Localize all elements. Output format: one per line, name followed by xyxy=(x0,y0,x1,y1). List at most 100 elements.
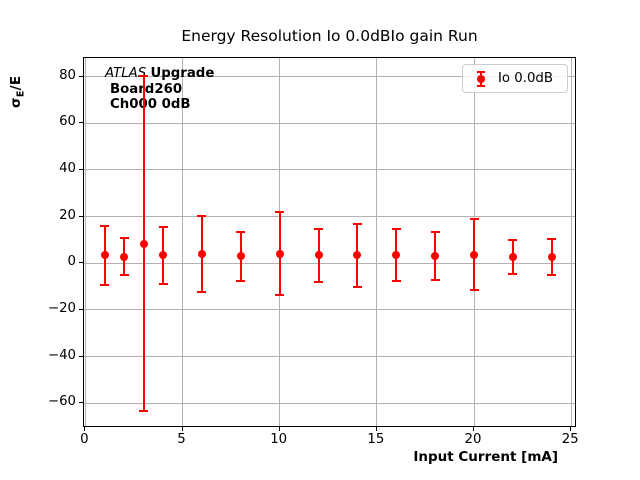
data-point-marker xyxy=(353,251,362,260)
annotation-line-2: Board260 xyxy=(110,81,183,97)
annotation-atlas: ATLAS xyxy=(105,66,147,81)
errorbar-top-cap xyxy=(100,225,110,228)
gridline-horizontal xyxy=(84,309,575,311)
data-point-marker xyxy=(100,251,109,260)
y-tick-label: 0 xyxy=(67,254,76,270)
gridline-vertical xyxy=(84,58,86,426)
gridline-horizontal xyxy=(84,216,575,218)
y-tick-label: −40 xyxy=(47,347,76,363)
x-tick-label: 10 xyxy=(270,432,288,447)
data-point-marker xyxy=(236,252,245,261)
errorbar-dot xyxy=(477,74,485,83)
data-point-marker xyxy=(159,251,168,260)
ylabel-rest: /E xyxy=(8,75,24,91)
gridline-horizontal xyxy=(84,402,575,404)
errorbar-bottom-cap xyxy=(119,274,129,277)
errorbar-top-cap xyxy=(391,228,401,231)
gridline-horizontal xyxy=(84,122,575,124)
data-point-marker xyxy=(547,252,556,261)
errorbar-top-cap xyxy=(508,238,518,241)
y-tick-label: 40 xyxy=(59,160,76,176)
data-point-marker xyxy=(470,250,478,259)
data-point-marker xyxy=(314,251,323,260)
errorbar-top-cap xyxy=(119,237,129,240)
errorbar-top-cap xyxy=(352,223,362,226)
errorbar-marker-icon xyxy=(476,70,486,87)
ylabel-subscript: E xyxy=(15,90,27,98)
errorbar-bottom-cap xyxy=(391,280,401,283)
annotation-upgrade: Upgrade xyxy=(150,66,215,81)
errorbar-bottom-cap xyxy=(477,84,485,87)
errorbar-bottom-cap xyxy=(469,289,479,292)
errorbar-top-cap xyxy=(275,210,285,213)
errorbar-bottom-cap xyxy=(508,273,518,276)
y-tick-mark xyxy=(79,75,83,77)
x-tick-mark xyxy=(375,427,377,431)
annotation-line-1: ATLAS Upgrade xyxy=(105,66,214,82)
x-tick-label: 25 xyxy=(561,432,579,447)
x-tick-label: 5 xyxy=(177,432,186,447)
errorbar-bottom-cap xyxy=(275,294,285,297)
x-tick-label: 20 xyxy=(464,432,482,447)
x-tick-label: 15 xyxy=(367,432,385,447)
chart-title: Energy Resolution Io 0.0dBIo gain Run xyxy=(181,27,478,45)
y-tick-label: 20 xyxy=(59,207,76,223)
y-tick-mark xyxy=(79,355,83,357)
y-tick-label: −60 xyxy=(47,394,76,410)
y-tick-mark xyxy=(79,215,83,217)
errorbar-top-cap xyxy=(430,231,440,234)
annotation-block: ATLAS Upgrade Board260 Ch000 0dB xyxy=(105,66,214,113)
legend-label: Io 0.0dB xyxy=(498,71,553,86)
gridline-vertical xyxy=(570,58,572,426)
data-point-marker xyxy=(197,250,206,259)
data-point-marker xyxy=(275,249,284,258)
x-tick-mark xyxy=(278,427,280,431)
errorbar-top-cap xyxy=(139,75,149,78)
gridline-vertical xyxy=(182,58,184,426)
data-point-marker xyxy=(120,252,129,261)
gridline-horizontal xyxy=(84,76,575,78)
x-tick-label: 0 xyxy=(80,432,89,447)
y-tick-mark xyxy=(79,308,83,310)
errorbar-bottom-cap xyxy=(139,409,149,412)
plot-area: ATLAS Upgrade Board260 Ch000 0dB Io 0.0d… xyxy=(83,57,576,427)
errorbar-bottom-cap xyxy=(197,291,207,294)
gridline-vertical xyxy=(376,58,378,426)
errorbar-top-cap xyxy=(236,230,246,233)
x-tick-mark xyxy=(84,427,86,431)
x-axis-label: Input Current [mA] xyxy=(413,449,558,465)
y-tick-mark xyxy=(79,122,83,124)
y-tick-mark xyxy=(79,168,83,170)
gridline-horizontal xyxy=(84,356,575,358)
y-tick-mark xyxy=(79,262,83,264)
errorbar-top-cap xyxy=(197,215,207,218)
x-tick-mark xyxy=(570,427,572,431)
errorbar-bottom-cap xyxy=(547,273,557,276)
errorbar-top-cap xyxy=(158,225,168,228)
gridline-horizontal xyxy=(84,169,575,171)
data-point-marker xyxy=(139,239,148,248)
y-tick-mark xyxy=(79,402,83,404)
y-tick-label: 80 xyxy=(59,67,76,83)
errorbar-top-cap xyxy=(314,227,324,230)
x-tick-mark xyxy=(181,427,183,431)
y-axis-label: σE/E xyxy=(8,8,27,108)
data-point-marker xyxy=(431,252,440,261)
y-tick-label: −20 xyxy=(47,300,76,316)
errorbar-bottom-cap xyxy=(430,279,440,282)
annotation-line-3: Ch000 0dB xyxy=(110,97,191,112)
data-point-marker xyxy=(508,252,517,261)
ylabel-sigma: σ xyxy=(8,97,24,108)
errorbar-bottom-cap xyxy=(352,285,362,288)
gridline-horizontal xyxy=(84,262,575,264)
y-tick-label: 60 xyxy=(59,114,76,130)
errorbar-top-cap xyxy=(469,218,479,221)
legend: Io 0.0dB xyxy=(462,64,568,93)
errorbar-bottom-cap xyxy=(100,283,110,286)
data-point-marker xyxy=(392,251,401,260)
x-tick-mark xyxy=(473,427,474,431)
errorbar-top-cap xyxy=(547,238,557,241)
errorbar-bottom-cap xyxy=(314,281,324,284)
errorbar-bottom-cap xyxy=(158,282,168,285)
